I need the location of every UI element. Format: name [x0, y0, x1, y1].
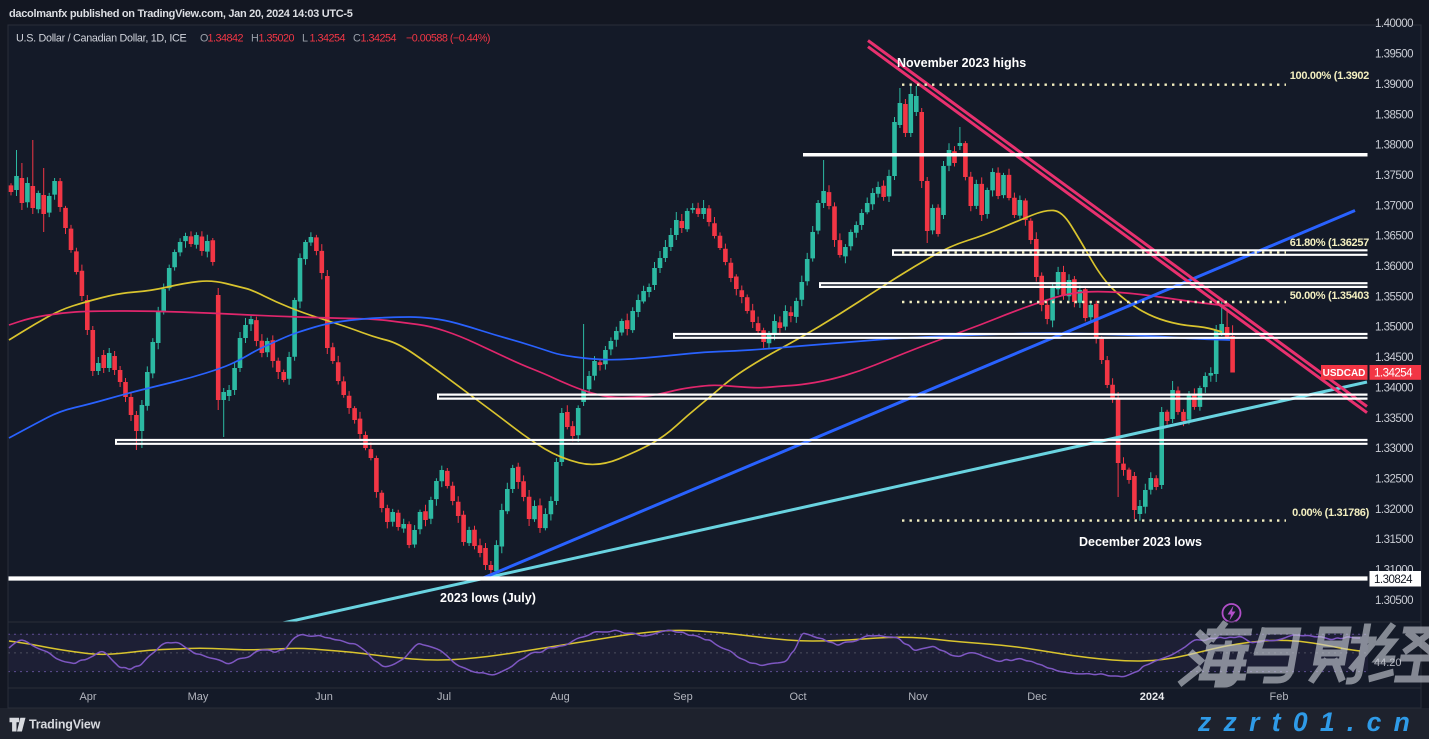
- svg-text:1.37500: 1.37500: [1375, 170, 1413, 182]
- svg-text:−0.00588 (−0.44%): −0.00588 (−0.44%): [406, 33, 490, 45]
- svg-text:1.31500: 1.31500: [1375, 534, 1413, 546]
- svg-text:1.32500: 1.32500: [1375, 473, 1413, 485]
- svg-text:Aug: Aug: [550, 691, 570, 703]
- svg-text:Dec: Dec: [1027, 691, 1047, 703]
- svg-text:1.34254: 1.34254: [1374, 368, 1413, 380]
- svg-text:0.00% (1.31786): 0.00% (1.31786): [1292, 507, 1369, 519]
- svg-text:Sep: Sep: [673, 691, 693, 703]
- svg-text:November 2023 highs: November 2023 highs: [897, 56, 1026, 70]
- svg-text:U.S. Dollar / Canadian Dollar,: U.S. Dollar / Canadian Dollar, 1D, ICE: [16, 33, 187, 45]
- svg-text:1.36500: 1.36500: [1375, 231, 1413, 243]
- svg-text:61.80% (1.36257: 61.80% (1.36257: [1290, 237, 1369, 249]
- svg-text:1.39000: 1.39000: [1375, 79, 1413, 91]
- svg-text:Feb: Feb: [1270, 691, 1289, 703]
- svg-text:1.39500: 1.39500: [1375, 49, 1413, 61]
- svg-text:L: L: [302, 33, 308, 45]
- svg-text:1.37000: 1.37000: [1375, 200, 1413, 212]
- svg-text:1.32000: 1.32000: [1375, 504, 1413, 516]
- svg-text:1.33500: 1.33500: [1375, 413, 1413, 425]
- svg-text:1.34842: 1.34842: [208, 33, 244, 45]
- svg-text:USDCAD: USDCAD: [1323, 368, 1366, 379]
- svg-text:1.35000: 1.35000: [1375, 322, 1413, 334]
- svg-text:1.34000: 1.34000: [1375, 382, 1413, 394]
- svg-text:2024: 2024: [1140, 691, 1165, 703]
- svg-text:1.40000: 1.40000: [1375, 18, 1413, 30]
- svg-text:1.38500: 1.38500: [1375, 109, 1413, 121]
- svg-text:2023 lows (July): 2023 lows (July): [440, 591, 536, 605]
- svg-text:1.30500: 1.30500: [1375, 595, 1413, 607]
- svg-text:Nov: Nov: [908, 691, 928, 703]
- svg-text:C: C: [353, 33, 361, 45]
- svg-text:Jul: Jul: [437, 691, 451, 703]
- svg-text:O: O: [200, 33, 208, 45]
- svg-text:Oct: Oct: [789, 691, 806, 703]
- svg-text:1.35500: 1.35500: [1375, 291, 1413, 303]
- svg-text:1.34254: 1.34254: [310, 33, 346, 45]
- svg-text:1.34500: 1.34500: [1375, 352, 1413, 364]
- svg-text:50.00% (1.35403: 50.00% (1.35403: [1290, 290, 1369, 302]
- svg-text:dacolmanfx published on Tradin: dacolmanfx published on TradingView.com,…: [9, 8, 353, 20]
- svg-text:zzrt01.cn: zzrt01.cn: [1197, 707, 1422, 737]
- svg-text:1.34254: 1.34254: [361, 33, 397, 45]
- svg-text:1.36000: 1.36000: [1375, 261, 1413, 273]
- svg-text:1.33000: 1.33000: [1375, 443, 1413, 455]
- svg-text:1.38000: 1.38000: [1375, 140, 1413, 152]
- svg-text:H: H: [251, 33, 258, 45]
- svg-text:December 2023 lows: December 2023 lows: [1079, 535, 1202, 549]
- svg-text:May: May: [188, 691, 209, 703]
- svg-text:TradingView: TradingView: [29, 718, 101, 732]
- svg-text:Apr: Apr: [79, 691, 96, 703]
- svg-text:Jun: Jun: [315, 691, 333, 703]
- svg-text:1.30824: 1.30824: [1374, 574, 1413, 586]
- svg-text:1.35020: 1.35020: [259, 33, 295, 45]
- svg-text:100.00% (1.3902: 100.00% (1.3902: [1290, 70, 1369, 82]
